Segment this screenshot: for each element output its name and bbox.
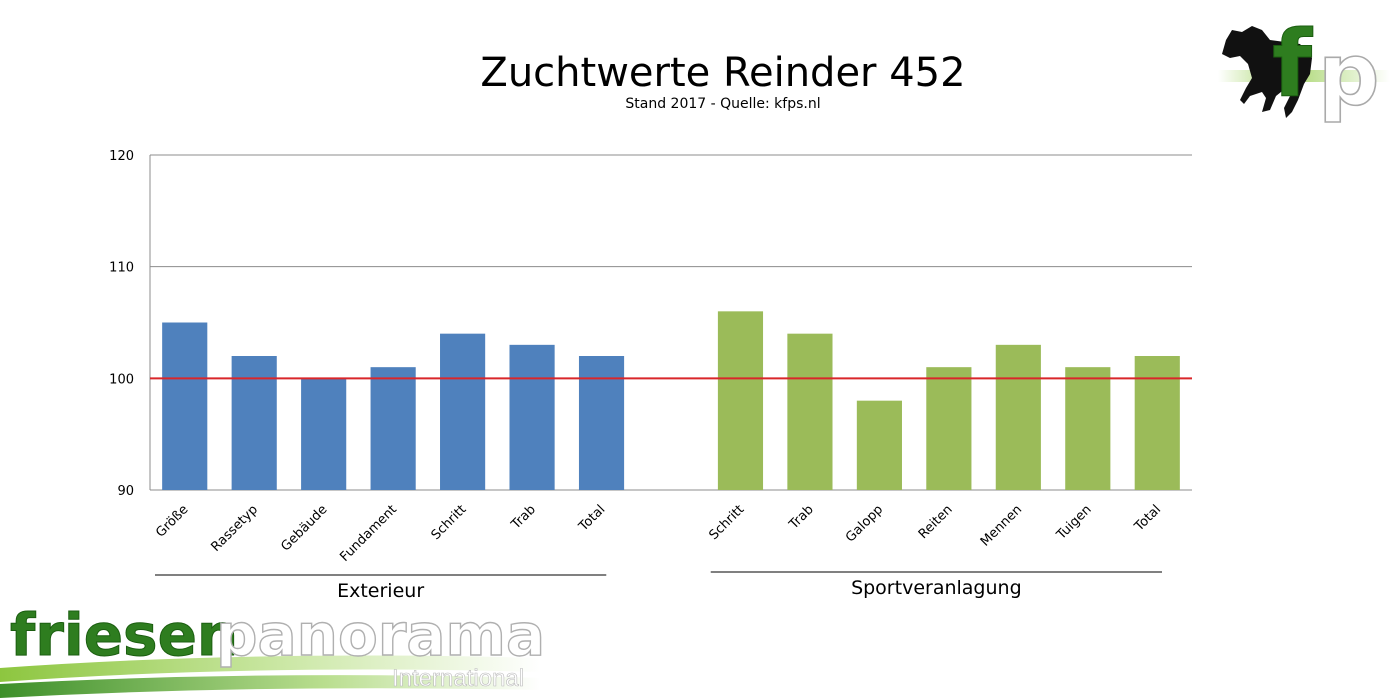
bar [995, 344, 1041, 490]
x-tick-label: Trab [786, 502, 817, 533]
corner-logo-p: p [1318, 25, 1380, 125]
chart-subtitle: Stand 2017 - Quelle: kfps.nl [625, 96, 820, 112]
corner-logo: f p [1218, 11, 1390, 126]
y-tick-label: 90 [117, 484, 134, 499]
x-tick-label: Schritt [429, 502, 470, 543]
bar [578, 356, 625, 490]
logo-swoosh-2 [0, 675, 540, 698]
x-tick-label: Total [576, 502, 609, 535]
logo-text-dark: friesen [10, 601, 238, 669]
bar [509, 344, 555, 490]
bar [1065, 367, 1111, 490]
logo-text-light: panorama [216, 601, 545, 669]
bar [787, 333, 833, 490]
x-tick-label: Total [1131, 502, 1164, 535]
logo-swoosh [0, 655, 540, 682]
x-tick-label: Reiten [916, 502, 956, 542]
bar [440, 333, 486, 490]
bar [301, 378, 347, 490]
y-tick-label: 100 [109, 372, 134, 387]
bar [926, 367, 972, 490]
x-tick-label: Mennen [978, 502, 1025, 549]
bar [231, 356, 277, 490]
x-tick-label: Tuigen [1053, 502, 1094, 543]
y-tick-label: 120 [109, 149, 134, 164]
x-tick-label: Größe [153, 502, 191, 540]
plot-area: 90 100 110 120 Größe Rassetyp Gebäude Fundament… [109, 149, 1192, 602]
bar [717, 311, 764, 490]
group-label: Exterieur [337, 580, 424, 602]
x-tick-label: Rassetyp [208, 502, 261, 555]
corner-logo-f: f [1272, 11, 1313, 118]
group-label: Sportveranlagung [851, 577, 1022, 599]
brand-logo: friesen panorama International [0, 600, 546, 698]
x-tick-label: Trab [508, 502, 539, 533]
bar [370, 367, 416, 490]
bar [162, 322, 208, 490]
x-tick-label: Schritt [706, 502, 747, 543]
horse-icon [1222, 26, 1312, 118]
y-tick-label: 110 [109, 261, 134, 276]
bar [1134, 356, 1180, 490]
x-tick-label: Fundament [337, 502, 400, 565]
chart-title: Zuchtwerte Reinder 452 [480, 50, 965, 96]
bar [856, 400, 902, 490]
x-tick-label: Galopp [843, 502, 886, 545]
logo-subtext: International [392, 665, 524, 692]
x-tick-label: Gebäude [278, 502, 330, 554]
